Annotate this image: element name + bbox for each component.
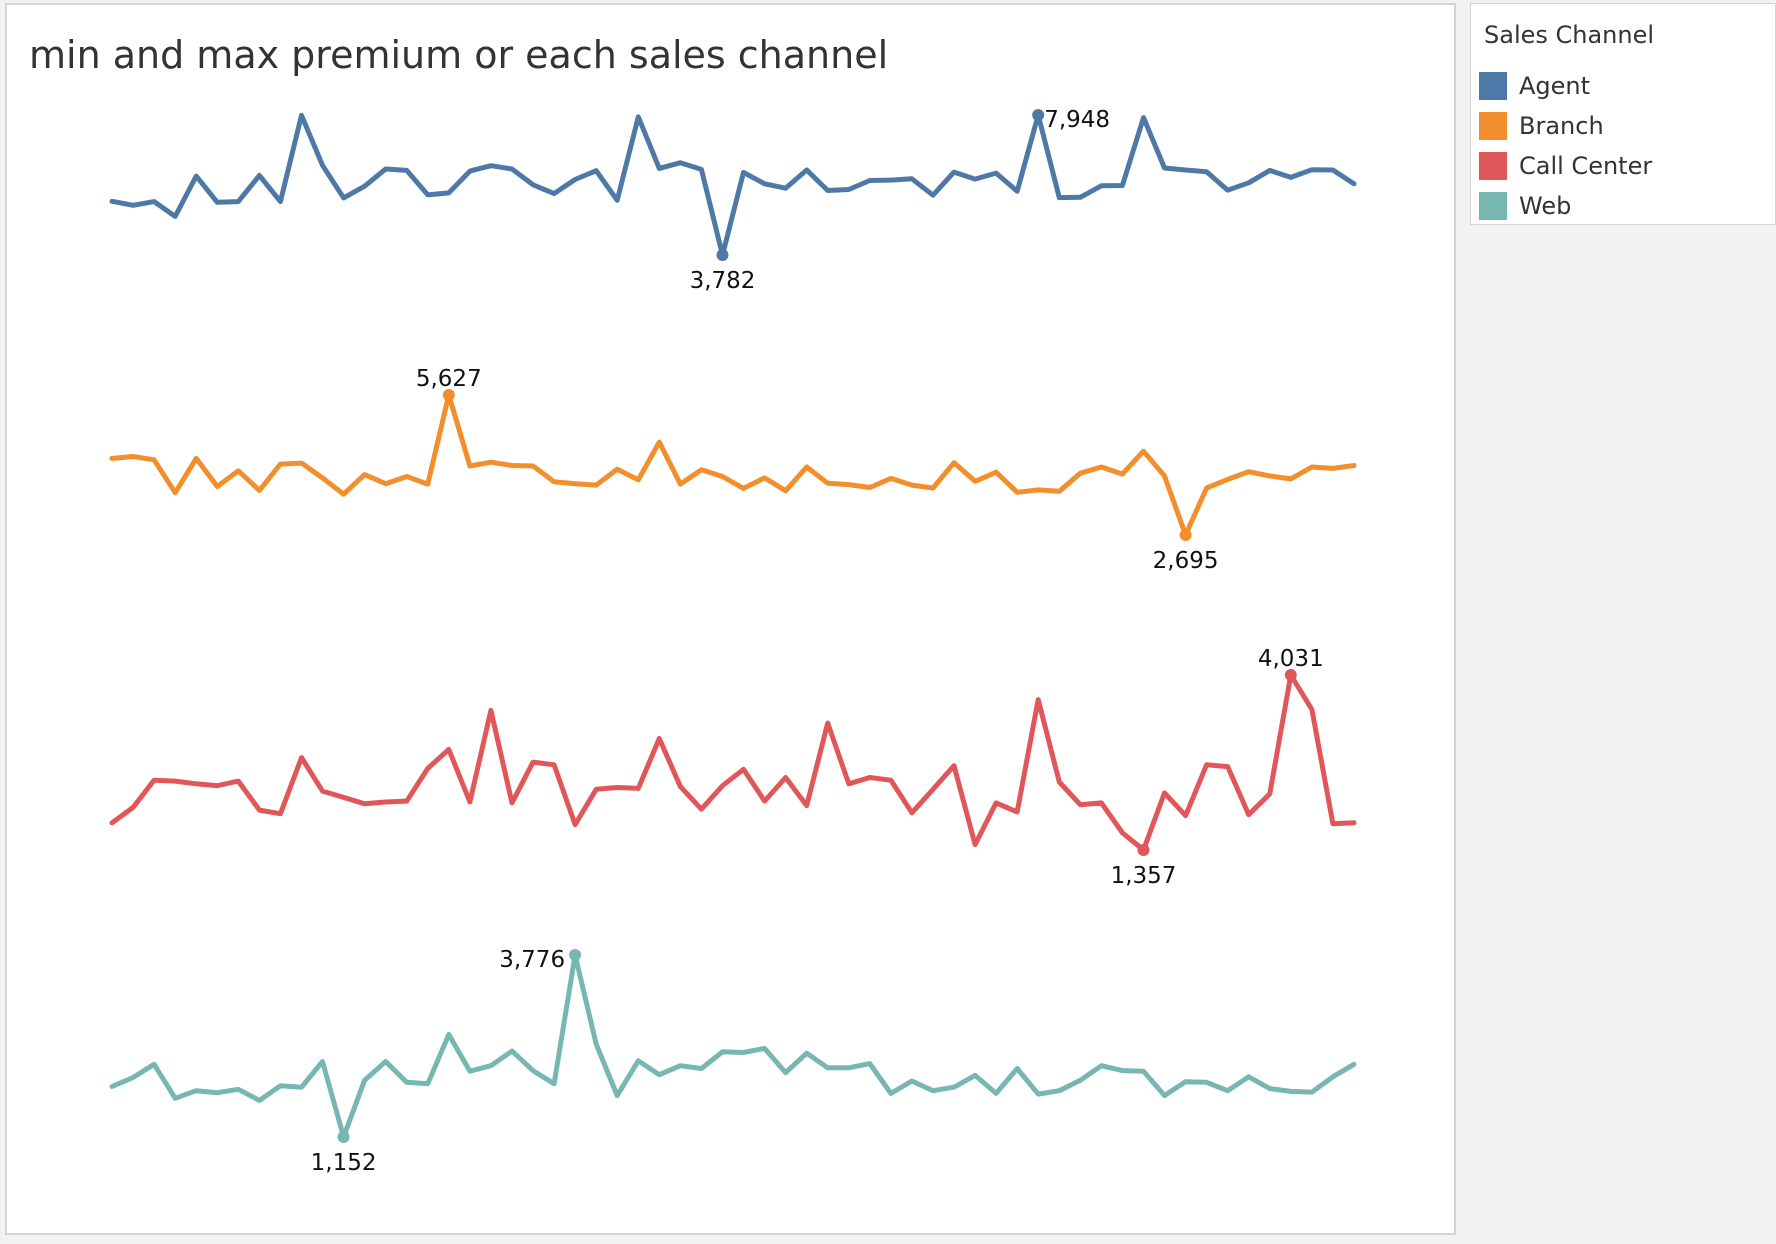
max-point-agent[interactable] (1032, 109, 1045, 121)
legend-item-web[interactable]: Web (1479, 191, 1769, 221)
legend-label-agent: Agent (1519, 72, 1591, 100)
max-label-web: 3,776 (499, 947, 565, 973)
legend: Sales Channel Agent Branch Call Center W… (1470, 3, 1776, 225)
legend-swatch-branch (1479, 112, 1507, 140)
series-line-branch[interactable] (109, 392, 1357, 538)
legend-swatch-call-center (1479, 152, 1507, 180)
legend-item-branch[interactable]: Branch (1479, 111, 1769, 141)
legend-label-web: Web (1519, 192, 1572, 220)
series-line-agent[interactable] (109, 112, 1357, 258)
series-agent: 3,782 7,948 (109, 107, 1357, 294)
min-point-web[interactable] (337, 1131, 350, 1143)
max-label-agent: 7,948 (1044, 107, 1110, 133)
legend-swatch-web (1479, 192, 1507, 220)
chart-plot-area: 3,782 7,948 2,695 5,627 1,357 4,031 1,152 3,776 (109, 107, 1357, 1176)
chart-panel: 3,782 7,948 2,695 5,627 1,357 4,031 1,152 3,776… (5, 3, 1456, 1235)
min-label-web: 1,152 (311, 1150, 377, 1176)
chart-title: min and max premium or each sales channe… (29, 33, 889, 77)
series-branch: 2,695 5,627 (109, 366, 1357, 574)
series-call-center: 1,357 4,031 (109, 646, 1357, 889)
legend-swatch-agent (1479, 72, 1507, 100)
min-label-agent: 3,782 (690, 268, 756, 294)
min-label-call-center: 1,357 (1111, 863, 1177, 889)
max-point-branch[interactable] (442, 389, 455, 401)
max-label-branch: 5,627 (416, 366, 482, 392)
min-point-branch[interactable] (1179, 529, 1192, 541)
series-line-web[interactable] (109, 952, 1357, 1140)
legend-item-agent[interactable]: Agent (1479, 71, 1769, 101)
min-point-agent[interactable] (716, 249, 729, 261)
series-web: 1,152 3,776 (109, 947, 1357, 1176)
series-line-call-center[interactable] (109, 672, 1357, 853)
legend-label-branch: Branch (1519, 112, 1604, 140)
max-point-web[interactable] (569, 949, 582, 961)
legend-item-call-center[interactable]: Call Center (1479, 151, 1769, 181)
max-label-call-center: 4,031 (1258, 646, 1324, 672)
legend-label-call-center: Call Center (1519, 152, 1653, 180)
max-point-call-center[interactable] (1284, 669, 1297, 681)
legend-title: Sales Channel (1484, 21, 1655, 49)
min-point-call-center[interactable] (1137, 844, 1150, 856)
min-label-branch: 2,695 (1153, 548, 1219, 574)
